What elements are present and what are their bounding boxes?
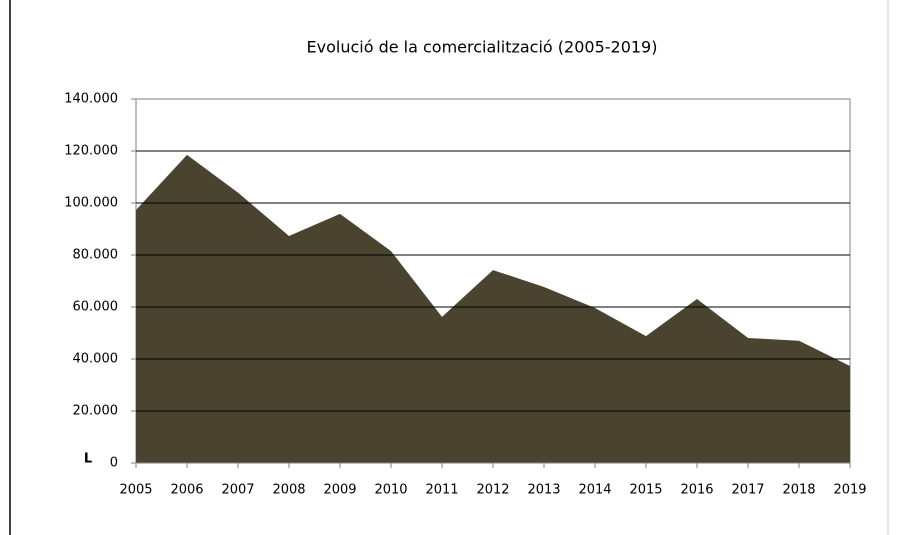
y-tick-label: 20.000 — [73, 404, 119, 419]
x-tick-label: 2014 — [578, 483, 611, 498]
x-tick-label: 2009 — [323, 483, 356, 498]
x-tick-label: 2011 — [425, 483, 458, 498]
x-tick-label: 2013 — [527, 483, 560, 498]
y-tick-label: 100.000 — [64, 196, 118, 211]
chart-title: Evolució de la comercialització (2005-20… — [307, 38, 658, 57]
x-tick-label: 2005 — [119, 483, 152, 498]
area — [136, 154, 850, 463]
x-tick-label: 2012 — [476, 483, 509, 498]
x-tick-label: 2007 — [221, 483, 254, 498]
x-tick-label: 2008 — [272, 483, 305, 498]
y-tick-label: 60.000 — [73, 300, 119, 315]
x-tick-label: 2016 — [680, 483, 713, 498]
x-tick-label: 2018 — [782, 483, 815, 498]
y-tick-label: 120.000 — [64, 144, 118, 159]
y-axis-label: L — [84, 452, 92, 467]
y-tick-label: 140.000 — [64, 92, 118, 107]
x-tick-label: 2019 — [833, 483, 866, 498]
x-tick-label: 2006 — [170, 483, 203, 498]
x-tick-label: 2015 — [629, 483, 662, 498]
x-tick-label: 2017 — [731, 483, 764, 498]
y-tick-label: 80.000 — [73, 248, 119, 263]
y-tick-label: 0 — [110, 456, 118, 471]
x-tick-label: 2010 — [374, 483, 407, 498]
y-tick-label: 40.000 — [73, 352, 119, 367]
